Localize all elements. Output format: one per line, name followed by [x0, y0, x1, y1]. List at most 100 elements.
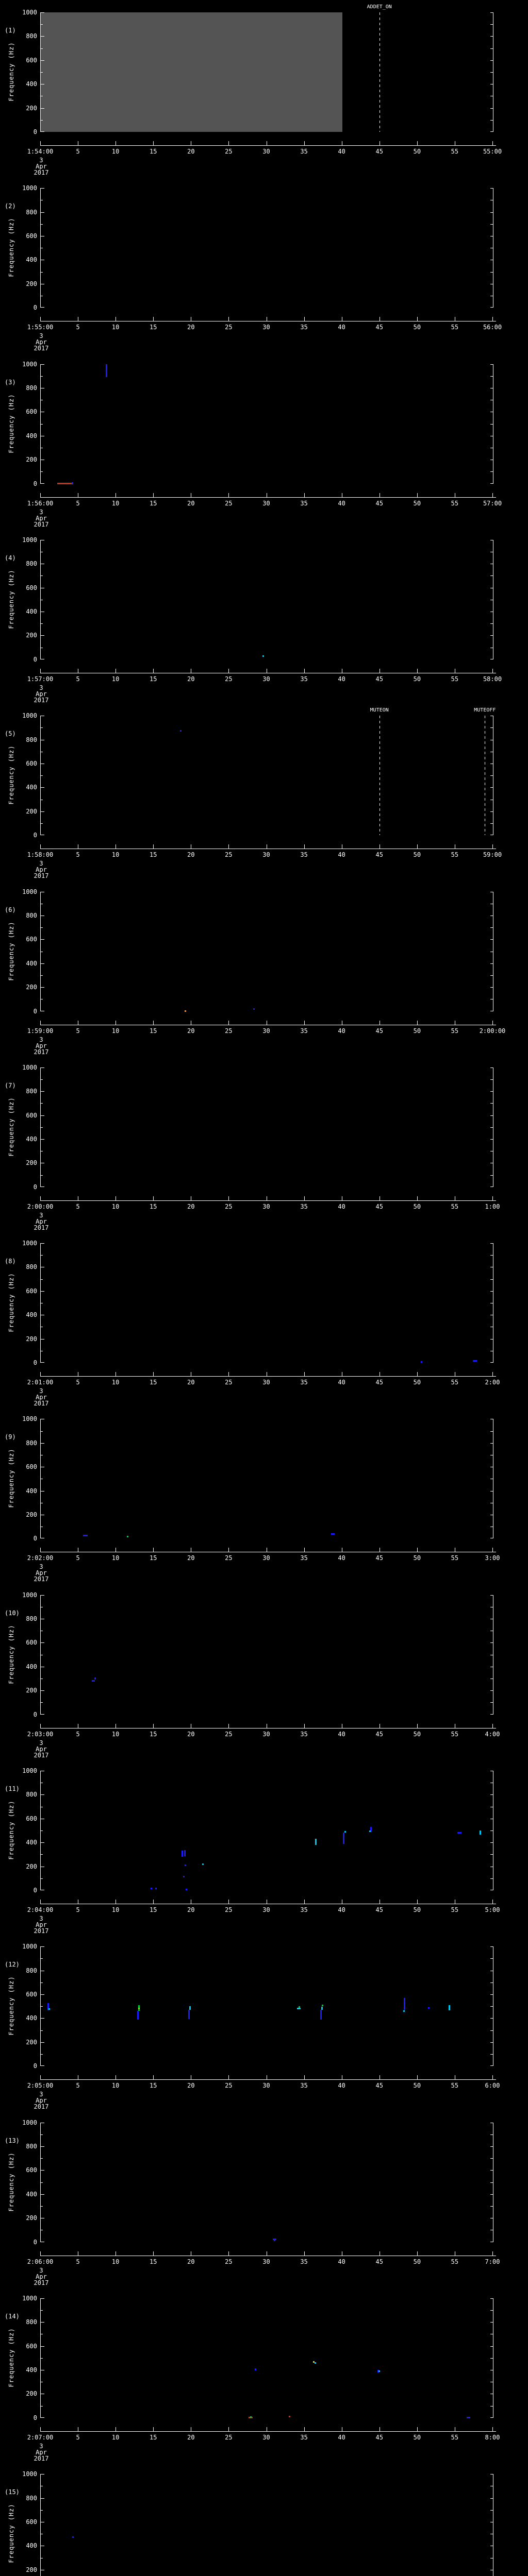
y-tick-label: 600	[26, 408, 37, 416]
y-major-tick	[41, 1067, 44, 1068]
detection-mark	[92, 1680, 95, 1682]
date-line: 3	[39, 2442, 43, 2450]
spectrogram-panel: (5) Frequency (Hz) 0 200 400 600 800 1000 1:58…	[0, 703, 528, 879]
y-minor-tick	[41, 120, 43, 121]
x-tick-label: 55	[451, 1027, 459, 1035]
x-tick	[153, 493, 154, 497]
x-tick-label: 25	[225, 2258, 233, 2265]
x-tick	[417, 141, 418, 145]
x-tick-label: 10	[111, 675, 120, 683]
y-tick-label: 200	[26, 632, 37, 639]
x-tick-label: 30	[262, 851, 270, 859]
x-tick-label: 10	[111, 324, 120, 331]
x-tick-label: 15	[150, 675, 157, 683]
x-tick	[228, 317, 229, 321]
x-tick-label: 30	[262, 675, 270, 683]
x-tick	[228, 1372, 229, 1377]
x-tick-label: 20	[187, 1027, 195, 1035]
x-tick-label: 35	[300, 1906, 308, 1913]
y-tick-label: 800	[26, 911, 37, 919]
panel-number: (3)	[5, 378, 16, 386]
x-tick	[417, 1723, 418, 1728]
y-minor-tick-right	[490, 423, 493, 425]
x-tick-label: 30	[262, 2433, 270, 2441]
detection-mark	[71, 482, 73, 484]
y-minor-tick	[41, 376, 43, 377]
x-tick-label: 5	[76, 499, 80, 507]
x-tick-label: 30	[262, 1202, 270, 1210]
x-tick	[304, 2251, 305, 2256]
y-major-tick-right	[490, 987, 493, 988]
x-tick-label: 25	[225, 1027, 233, 1035]
y-tick-label: 1000	[22, 1063, 37, 1071]
detection-mark	[180, 730, 182, 732]
x-tick-label: 40	[338, 1906, 345, 1913]
x-tick-label: 40	[338, 1730, 345, 1738]
x-tick	[417, 1196, 418, 1200]
y-tick-label: 600	[26, 2166, 37, 2174]
x-end-time-label: 2:00:00	[479, 1027, 506, 1035]
y-tick-label: 1000	[22, 2119, 37, 2126]
y-major-tick-right	[490, 1994, 493, 1995]
x-start-time-label: 2:02:00	[27, 1554, 54, 1562]
date-line: 2017	[34, 2103, 49, 2111]
y-minor-tick-right	[490, 72, 493, 73]
y-major-tick	[41, 364, 44, 365]
x-start-time-label: 1:56:00	[27, 499, 54, 507]
x-tick	[153, 1372, 154, 1377]
date-line: 2017	[34, 1400, 49, 1408]
y-minor-tick-right	[490, 975, 493, 976]
x-tick-label: 40	[338, 148, 345, 155]
y-tick-label: 800	[26, 1439, 37, 1447]
y-axis-title: Frequency (Hz)	[8, 1448, 15, 1508]
y-tick-label: 0	[33, 1007, 37, 1015]
y-tick-label: 200	[26, 1862, 37, 1870]
plot-area	[40, 188, 493, 308]
y-axis-title: Frequency (Hz)	[8, 569, 15, 629]
y-minor-tick-right	[490, 1854, 493, 1855]
y-minor-tick	[41, 2158, 43, 2159]
x-tick-label: 20	[187, 148, 195, 155]
y-tick-label: 600	[26, 1463, 37, 1471]
y-minor-tick	[41, 2054, 43, 2055]
y-major-tick-right	[490, 811, 493, 812]
x-tick	[228, 2075, 229, 2080]
x-tick	[492, 1548, 493, 1552]
y-axis-title: Frequency (Hz)	[8, 745, 15, 805]
date-line: Apr	[36, 1569, 47, 1577]
y-minor-tick	[41, 1702, 43, 1703]
date-line: Apr	[36, 2448, 47, 2456]
x-tick	[40, 2427, 41, 2431]
x-tick-label: 55	[451, 324, 459, 331]
x-tick	[417, 668, 418, 673]
x-tick-label: 10	[111, 1379, 120, 1386]
y-major-tick-right	[490, 364, 493, 365]
y-minor-tick	[41, 2182, 43, 2183]
plot-area	[40, 1595, 493, 1715]
panel-number: (4)	[5, 554, 16, 562]
x-end-time-label: 4:00	[485, 1730, 500, 1738]
x-tick	[40, 2075, 41, 2080]
date-line: Apr	[36, 866, 47, 874]
date-line: 2017	[34, 2279, 49, 2286]
x-tick-label: 25	[225, 1379, 233, 1386]
x-tick-label: 20	[187, 324, 195, 331]
x-tick-label: 30	[262, 499, 270, 507]
x-tick-label: 5	[76, 324, 80, 331]
x-tick-label: 10	[111, 1906, 120, 1913]
event-marker-label: ADDET_ON	[367, 4, 392, 10]
date-line: Apr	[36, 1394, 47, 1401]
plot-area	[40, 716, 493, 836]
spectrogram-panel: (14) Frequency (Hz) 0 200 400 600 800 1000 2:0…	[0, 2286, 528, 2462]
x-tick	[304, 1020, 305, 1025]
y-tick-label: 400	[26, 432, 37, 439]
x-tick	[417, 1900, 418, 1904]
x-end-time-label: 3:00	[485, 1554, 500, 1562]
y-tick-label: 0	[33, 1710, 37, 1718]
x-tick	[417, 317, 418, 321]
y-major-tick-right	[490, 2170, 493, 2171]
y-major-tick-right	[490, 1362, 493, 1363]
y-major-tick-right	[490, 2018, 493, 2019]
date-line: Apr	[36, 338, 47, 346]
y-major-tick-right	[490, 1714, 493, 1715]
